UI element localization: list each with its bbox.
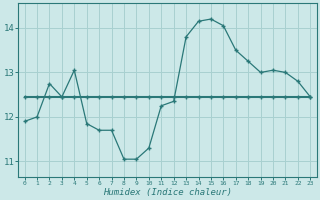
X-axis label: Humidex (Indice chaleur): Humidex (Indice chaleur)	[103, 188, 232, 197]
